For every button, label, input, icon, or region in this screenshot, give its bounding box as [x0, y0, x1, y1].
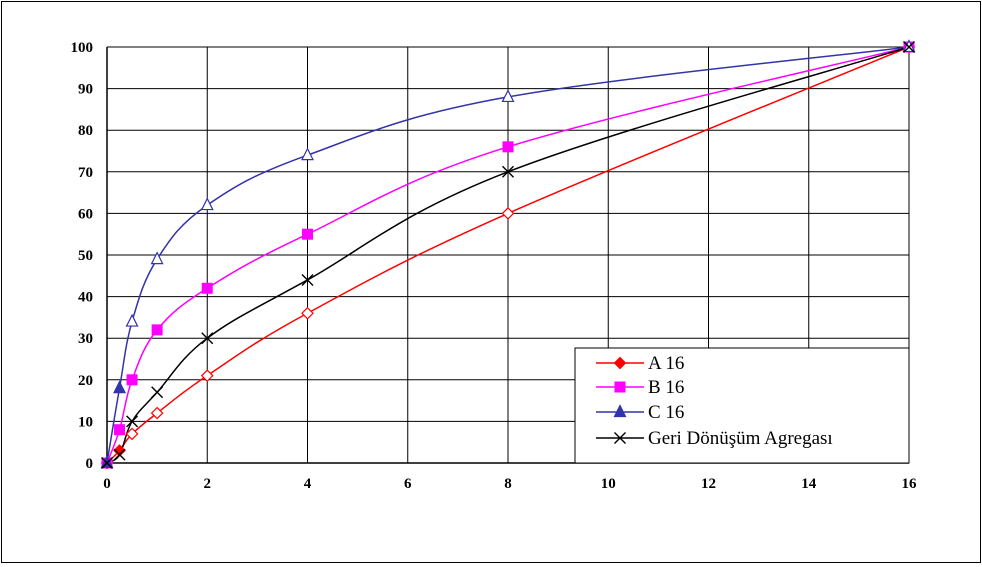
x-marker-stroke — [502, 165, 514, 178]
data-point-4 — [301, 273, 314, 286]
x-marker-stroke — [301, 273, 314, 286]
x-tick-label: 10 — [601, 476, 616, 492]
data-point-1 — [150, 406, 164, 420]
data-point-1 — [301, 306, 314, 320]
legend-marker — [613, 356, 627, 370]
x-marker-stroke — [201, 332, 214, 345]
legend-label: Geri Dönüşüm Agregası — [648, 428, 833, 449]
legend-marker — [614, 381, 626, 393]
data-point-1 — [200, 369, 214, 382]
data-point-1 — [113, 444, 126, 457]
legend-label: B 16 — [648, 377, 684, 398]
y-tick-label: 70 — [78, 165, 93, 181]
legend-label: A 16 — [648, 353, 684, 374]
y-tick-label: 80 — [78, 123, 93, 139]
y-tick-label: 90 — [78, 82, 93, 98]
y-tick-label: 40 — [78, 290, 93, 306]
data-point-3 — [301, 147, 314, 161]
x-marker-stroke — [113, 448, 126, 461]
data-point-2 — [302, 228, 313, 240]
y-tick-label: 30 — [78, 331, 93, 347]
x-tick-label: 2 — [204, 476, 212, 492]
data-point-4 — [201, 332, 214, 345]
data-point-4 — [113, 448, 126, 461]
series-lines — [106, 46, 910, 464]
data-point-1 — [501, 207, 515, 220]
legend-box — [574, 347, 910, 464]
data-point-3 — [200, 197, 214, 211]
x-marker-stroke — [903, 41, 915, 53]
legend-marker — [614, 432, 626, 444]
x-tick-label: 4 — [304, 476, 312, 492]
x-tick-label: 8 — [504, 476, 512, 492]
series-line-2 — [106, 46, 910, 464]
x-tick-label: 6 — [404, 476, 412, 492]
data-point-3 — [902, 39, 916, 53]
data-point-2 — [201, 282, 213, 294]
series-markers — [100, 39, 916, 470]
series-line-3 — [106, 46, 910, 464]
legend: A 16 B 16 C 16 Geri Dönüşüm Agregası — [574, 347, 910, 464]
y-tick-label: 100 — [71, 40, 94, 56]
x-tick-label: 14 — [801, 476, 817, 492]
x-marker-stroke — [151, 386, 164, 399]
data-point-2 — [126, 374, 138, 386]
series-line-4 — [106, 46, 910, 464]
data-point-3 — [150, 251, 164, 265]
legend-label: C 16 — [648, 402, 684, 423]
x-tick-label: 16 — [902, 476, 918, 492]
data-point-4 — [903, 41, 915, 53]
data-point-2 — [502, 141, 514, 153]
data-point-2 — [114, 424, 126, 436]
data-point-3 — [125, 313, 139, 327]
data-point-3 — [113, 380, 127, 394]
x-marker-stroke — [101, 457, 113, 469]
data-point-4 — [151, 386, 164, 399]
tick-labels: 0 10 20 30 40 50 60 70 80 90 100 0 2 4 6 8 10 12 14 16 — [71, 40, 918, 492]
y-tick-label: 10 — [78, 414, 93, 430]
y-tick-label: 60 — [78, 206, 93, 222]
x-marker-stroke — [614, 432, 626, 444]
x-tick-label: 0 — [103, 476, 111, 492]
data-point-2 — [151, 324, 163, 336]
data-point-3 — [100, 455, 114, 469]
legend-marker — [613, 404, 627, 418]
data-point-3 — [501, 89, 515, 103]
y-tick-label: 0 — [86, 456, 94, 472]
data-point-4 — [101, 457, 113, 469]
data-point-4 — [126, 415, 139, 428]
x-marker-stroke — [126, 415, 139, 428]
x-tick-label: 12 — [701, 476, 716, 492]
data-point-1 — [125, 427, 139, 441]
y-tick-label: 20 — [78, 373, 93, 389]
data-point-4 — [502, 165, 514, 178]
series-line-1 — [106, 46, 910, 464]
y-tick-label: 50 — [78, 248, 93, 264]
